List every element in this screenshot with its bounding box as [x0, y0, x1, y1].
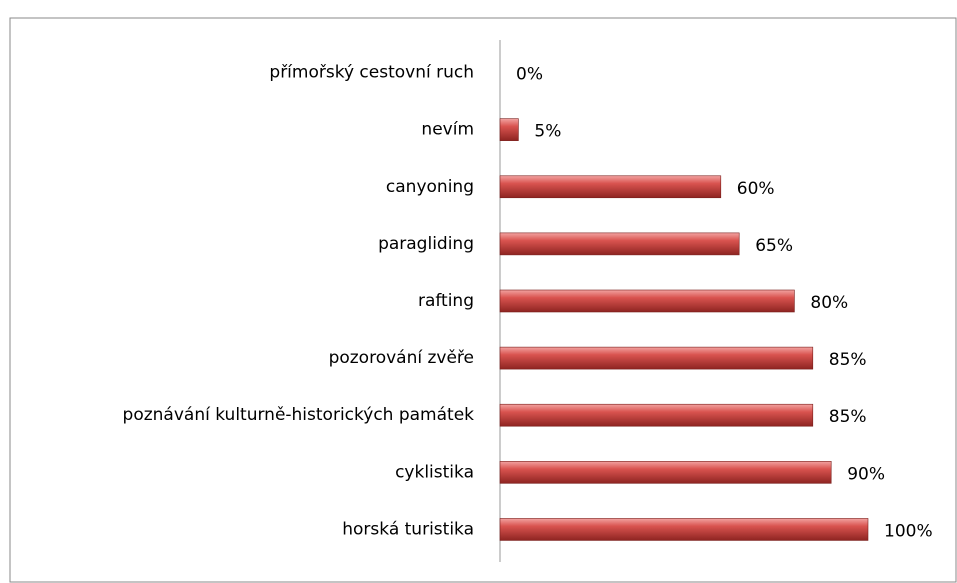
value-label: 0%	[516, 65, 543, 85]
bar	[499, 346, 814, 370]
category-label: rafting	[418, 291, 474, 311]
value-label: 60%	[737, 179, 775, 199]
bar	[499, 518, 869, 541]
bar	[499, 289, 795, 313]
value-label: 5%	[534, 122, 561, 142]
value-label: 85%	[829, 350, 867, 370]
chart-frame	[9, 17, 957, 583]
category-label: poznávání kulturně-historických památek	[123, 405, 475, 425]
value-label: 65%	[755, 236, 793, 256]
value-label: 80%	[810, 293, 848, 313]
category-label: cyklistika	[395, 462, 474, 482]
bar	[499, 118, 519, 141]
value-label: 90%	[847, 464, 885, 484]
category-label: přímořský cestovní ruch	[269, 63, 474, 83]
bar	[499, 461, 832, 484]
category-label: pozorování zvěře	[329, 348, 474, 368]
bar	[499, 403, 814, 427]
value-label: 85%	[829, 407, 867, 427]
bar	[499, 232, 740, 256]
value-label: 100%	[884, 521, 933, 541]
category-label: paragliding	[378, 234, 474, 254]
bar	[499, 175, 722, 199]
category-label: nevím	[421, 120, 474, 140]
category-label: canyoning	[386, 177, 474, 197]
category-label: horská turistika	[342, 519, 474, 539]
